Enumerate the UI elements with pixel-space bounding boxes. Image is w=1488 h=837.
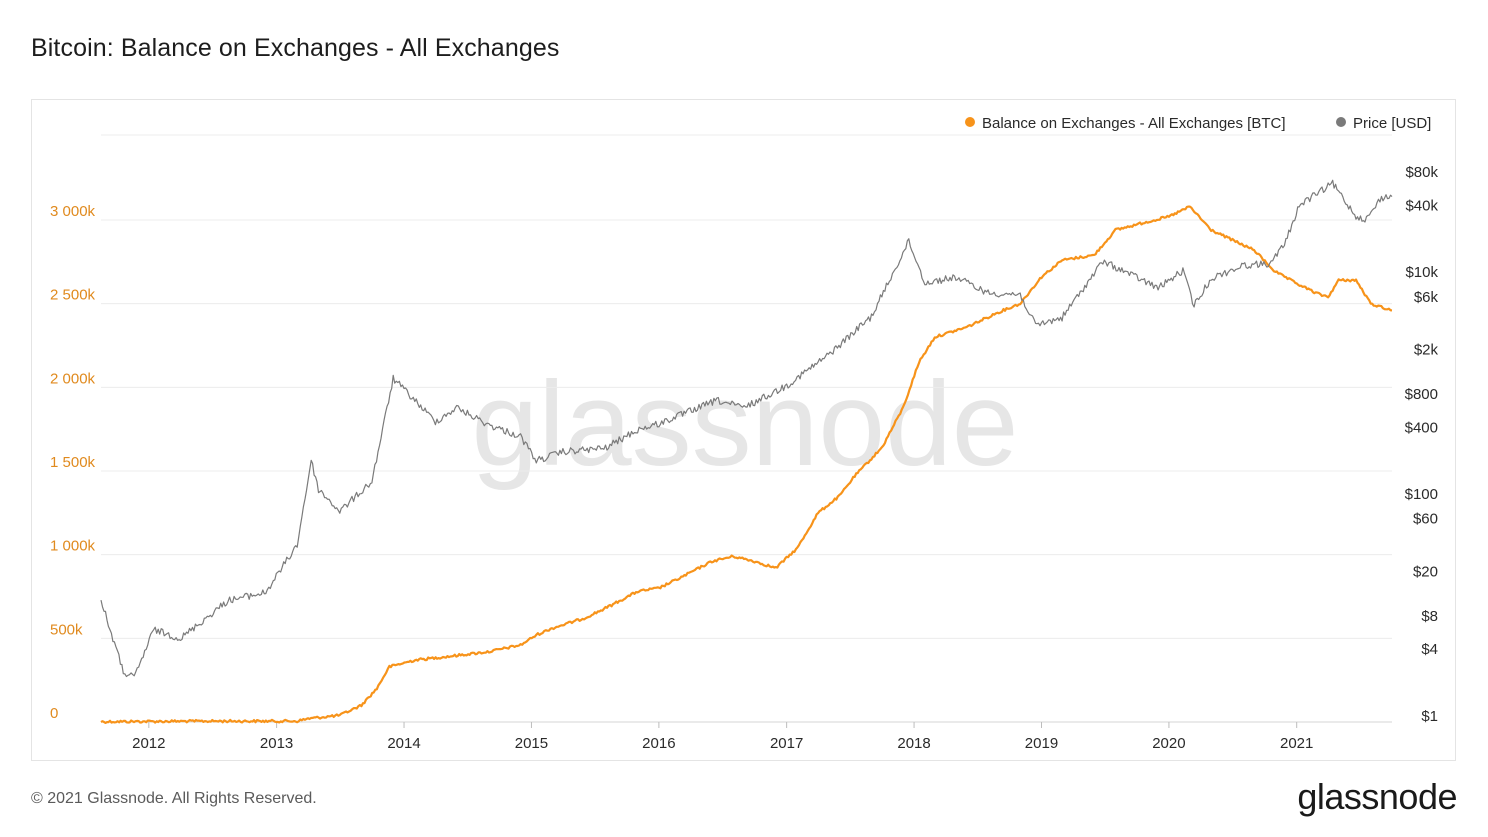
y-right-tick-label: $20 (1413, 564, 1438, 581)
y-right-tick-label: $800 (1405, 386, 1438, 403)
x-tick-label: 2021 (1280, 735, 1313, 752)
y-right-tick-label: $2k (1414, 342, 1439, 359)
y-left-tick-label: 3 000k (50, 203, 96, 220)
chart-title: Bitcoin: Balance on Exchanges - All Exch… (31, 34, 560, 62)
y-right-tick-label: $400 (1405, 419, 1438, 436)
legend-item-price[interactable]: Price [USD] (1353, 115, 1431, 132)
y-left-tick-label: 1 500k (50, 454, 96, 471)
y-right-tick-label: $80k (1405, 164, 1438, 181)
y-right-tick-label: $4 (1421, 641, 1438, 658)
y-left-tick-label: 2 000k (50, 370, 96, 387)
x-tick-label: 2016 (642, 735, 675, 752)
legend-marker-icon (1336, 117, 1346, 127)
x-tick-label: 2019 (1025, 735, 1058, 752)
y-axis-left: 0 500k 1 000k 1 500k 2 000k 2 500k 3 000k (50, 203, 96, 722)
y-left-tick-label: 0 (50, 705, 58, 722)
y-right-tick-label: $60 (1413, 511, 1438, 528)
balance-series-line (100, 205, 1393, 724)
legend: Balance on Exchanges - All Exchanges [BT… (965, 115, 1431, 132)
x-tick-label: 2017 (770, 735, 803, 752)
x-tick-label: 2012 (132, 735, 165, 752)
price-series-line (100, 179, 1393, 678)
chart-panel (31, 99, 1456, 761)
y-right-tick-label: $40k (1405, 197, 1438, 214)
y-left-tick-label: 1 000k (50, 538, 96, 555)
x-tick-label: 2014 (387, 735, 420, 752)
glassnode-logo[interactable]: glassnode (1297, 776, 1457, 817)
watermark: glassnode (471, 357, 1018, 491)
x-tick-label: 2013 (260, 735, 293, 752)
y-axis-right: $1 $4 $8 $20 $60 $100 $400 $800 $2k $6k $10k $40k $8… (1405, 164, 1439, 725)
x-axis: 2012 2013 2014 2015 2016 2017 2018 2019 2020 2021 (132, 722, 1313, 752)
y-left-tick-label: 2 500k (50, 287, 96, 304)
x-tick-label: 2018 (897, 735, 930, 752)
series-layer (100, 179, 1393, 724)
y-right-tick-label: $1 (1421, 708, 1438, 725)
y-right-tick-label: $100 (1405, 486, 1438, 503)
copyright-text: © 2021 Glassnode. All Rights Reserved. (31, 790, 317, 807)
x-tick-label: 2020 (1152, 735, 1185, 752)
y-right-tick-label: $8 (1421, 608, 1438, 625)
y-left-tick-label: 500k (50, 621, 83, 638)
legend-marker-icon (965, 117, 975, 127)
x-tick-label: 2015 (515, 735, 548, 752)
y-right-tick-label: $6k (1414, 289, 1439, 306)
legend-item-balance[interactable]: Balance on Exchanges - All Exchanges [BT… (982, 115, 1286, 132)
y-right-tick-label: $10k (1405, 264, 1438, 281)
grid-lines (101, 134, 1392, 723)
